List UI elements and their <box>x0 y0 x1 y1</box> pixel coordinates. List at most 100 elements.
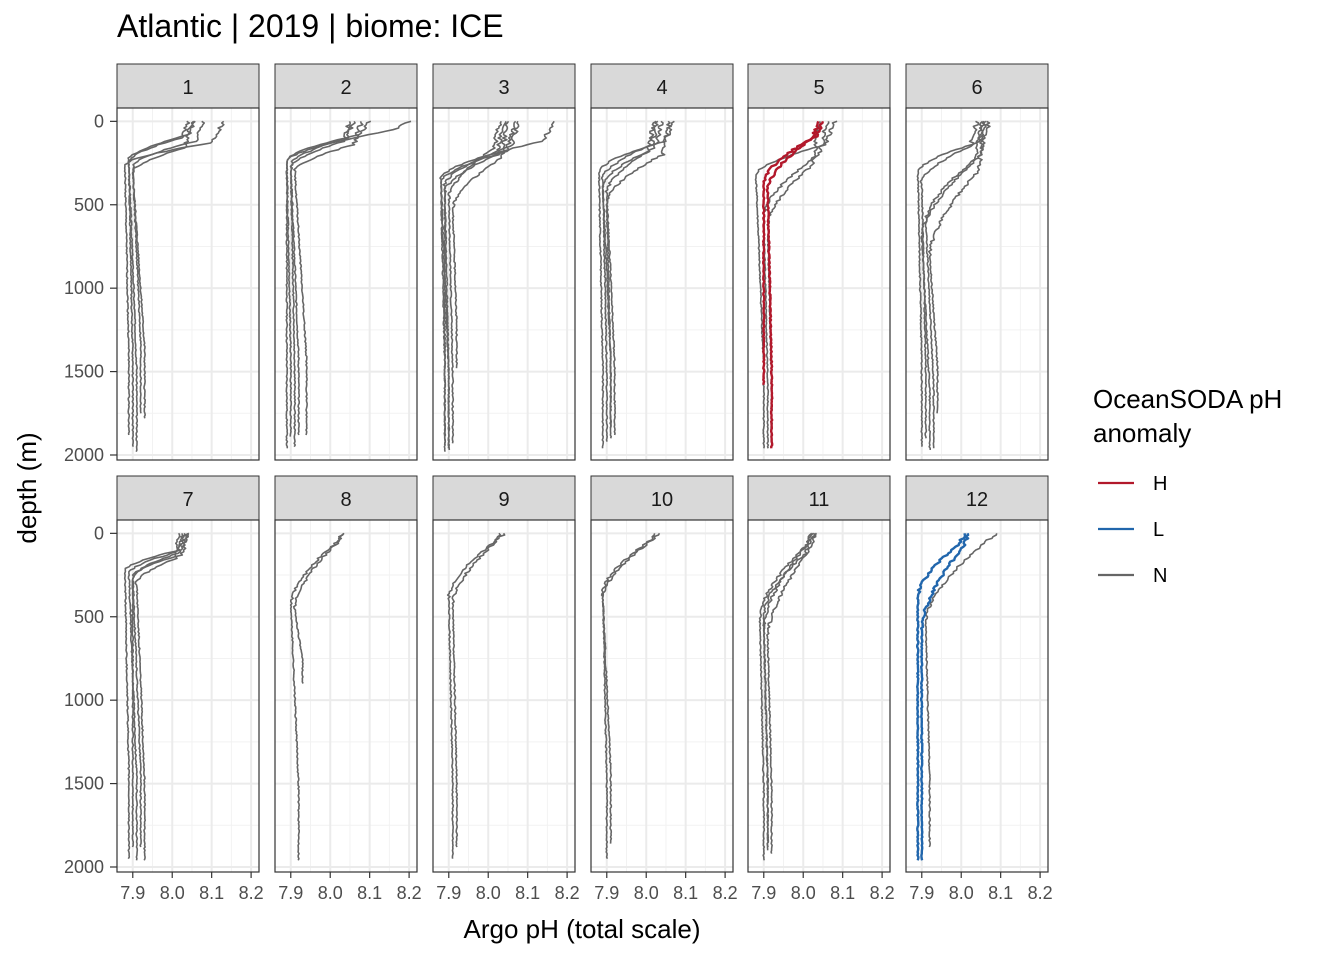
profile-line-N <box>289 532 345 861</box>
y-tick-label: 0 <box>94 523 104 543</box>
x-tick-label: 8.0 <box>318 883 343 903</box>
facet-strip <box>747 63 891 109</box>
profile-line-N <box>131 533 185 848</box>
facet-panel-2: 2 <box>274 63 418 461</box>
profile-line-N <box>762 532 813 848</box>
y-tick-label: 500 <box>74 607 104 627</box>
facet-strip <box>432 63 576 109</box>
facet-strip <box>747 475 891 521</box>
chart-title: Atlantic | 2019 | biome: ICE <box>117 8 504 44</box>
legend-title-line-2: anomaly <box>1093 418 1191 448</box>
panel-border <box>905 519 1049 873</box>
y-tick-label: 2000 <box>64 857 104 877</box>
legend: OceanSODA pH anomaly H L N <box>1093 384 1282 587</box>
panel-border <box>116 107 260 461</box>
facet-panel-9: 9 <box>432 475 576 873</box>
legend-label-L: L <box>1153 519 1164 541</box>
y-tick-label: 0 <box>94 111 104 131</box>
x-axis: 7.9 8.0 8.1 8.2 7.9 8.0 8.1 8.2 7.9 8.0 8.1 8.2 7.9 8… <box>120 872 1053 903</box>
profile-line-N <box>289 120 351 436</box>
facet-strip-label: 7 <box>182 489 193 511</box>
x-tick-label: 8.2 <box>239 883 264 903</box>
facet-strip-label: 8 <box>340 489 351 511</box>
facet-panel-5: 5 <box>747 63 891 461</box>
facet-strip-label: 12 <box>966 489 988 511</box>
x-axis-title: Argo pH (total scale) <box>464 914 701 944</box>
profile-line-N <box>440 120 517 449</box>
profile-line-N <box>762 121 830 449</box>
profile-line-N <box>604 120 657 436</box>
facet-strip-label: 5 <box>813 77 824 99</box>
profile-line-N <box>123 532 190 860</box>
profile-line-N <box>758 532 817 861</box>
panel-border <box>747 107 891 461</box>
x-tick-label: 7.9 <box>436 883 461 903</box>
profile-line-N <box>928 120 987 414</box>
profile-line-N <box>293 532 345 684</box>
profile-line-N <box>924 533 998 848</box>
facet-strip <box>274 475 418 521</box>
facet-panel-6: 6 <box>905 63 1049 461</box>
profile-line-N <box>134 532 181 861</box>
facet-panel-10: 10 <box>590 475 734 873</box>
panel-background <box>117 520 259 872</box>
legend-label-N: N <box>1153 565 1167 587</box>
facet-strip-label: 9 <box>498 489 509 511</box>
legend-title-line-1: OceanSODA pH <box>1093 384 1282 414</box>
x-tick-label: 8.0 <box>949 883 974 903</box>
x-tick-label: 7.9 <box>278 883 303 903</box>
facet-strip-label: 3 <box>498 77 509 99</box>
y-tick-label: 2000 <box>64 445 104 465</box>
y-tick-label: 1500 <box>64 362 104 382</box>
facet-panel-12: 12 <box>905 475 1049 873</box>
panel-border <box>590 107 734 461</box>
x-tick-label: 8.2 <box>870 883 895 903</box>
y-tick-label: 1500 <box>64 774 104 794</box>
panel-border <box>432 519 576 873</box>
x-tick-label: 7.9 <box>751 883 776 903</box>
x-tick-label: 8.2 <box>555 883 580 903</box>
facet-strip-label: 6 <box>971 77 982 99</box>
profile-line-N <box>605 120 672 439</box>
x-tick-label: 8.1 <box>988 883 1013 903</box>
x-tick-label: 8.1 <box>515 883 540 903</box>
x-tick-label: 8.1 <box>357 883 382 903</box>
profile-line-N <box>754 120 838 449</box>
profile-line-N <box>127 532 186 861</box>
profile-line-H <box>762 120 825 385</box>
facet-strip <box>274 63 418 109</box>
profile-line-N <box>132 120 195 419</box>
facet-strip <box>905 475 1049 521</box>
profile-line-N <box>451 532 502 848</box>
profile-line-N <box>600 120 659 442</box>
y-tick-label: 500 <box>74 195 104 215</box>
x-tick-label: 8.0 <box>791 883 816 903</box>
facet-panel-1: 1 <box>116 63 260 461</box>
panel-background <box>906 108 1048 460</box>
x-tick-label: 8.0 <box>634 883 659 903</box>
facet-strip-label: 2 <box>340 77 351 99</box>
x-tick-label: 8.1 <box>673 883 698 903</box>
facet-panel-7: 7 <box>116 475 260 873</box>
facet-strip-label: 10 <box>651 489 673 511</box>
profile-line-N <box>920 120 984 450</box>
facet-panel-4: 4 <box>590 63 734 461</box>
profile-line-N <box>285 120 372 437</box>
facet-strip <box>905 63 1049 109</box>
facet-panel-8: 8 <box>274 475 418 873</box>
x-tick-label: 7.9 <box>594 883 619 903</box>
profile-line-L <box>916 532 967 861</box>
profile-line-N <box>597 120 675 449</box>
profile-line-N <box>123 120 225 436</box>
x-tick-label: 8.0 <box>160 883 185 903</box>
profile-line-N <box>131 532 190 848</box>
facet-strip <box>590 475 734 521</box>
facet-strip-label: 4 <box>656 77 667 99</box>
profile-line-N <box>127 120 191 453</box>
profile-line-N <box>447 120 502 444</box>
panel-background <box>591 108 733 460</box>
panel-border <box>116 519 260 873</box>
x-tick-label: 8.2 <box>1028 883 1053 903</box>
facet-panels: 1 2 3 4 5 67 8 9 10 11 12 <box>116 63 1049 873</box>
